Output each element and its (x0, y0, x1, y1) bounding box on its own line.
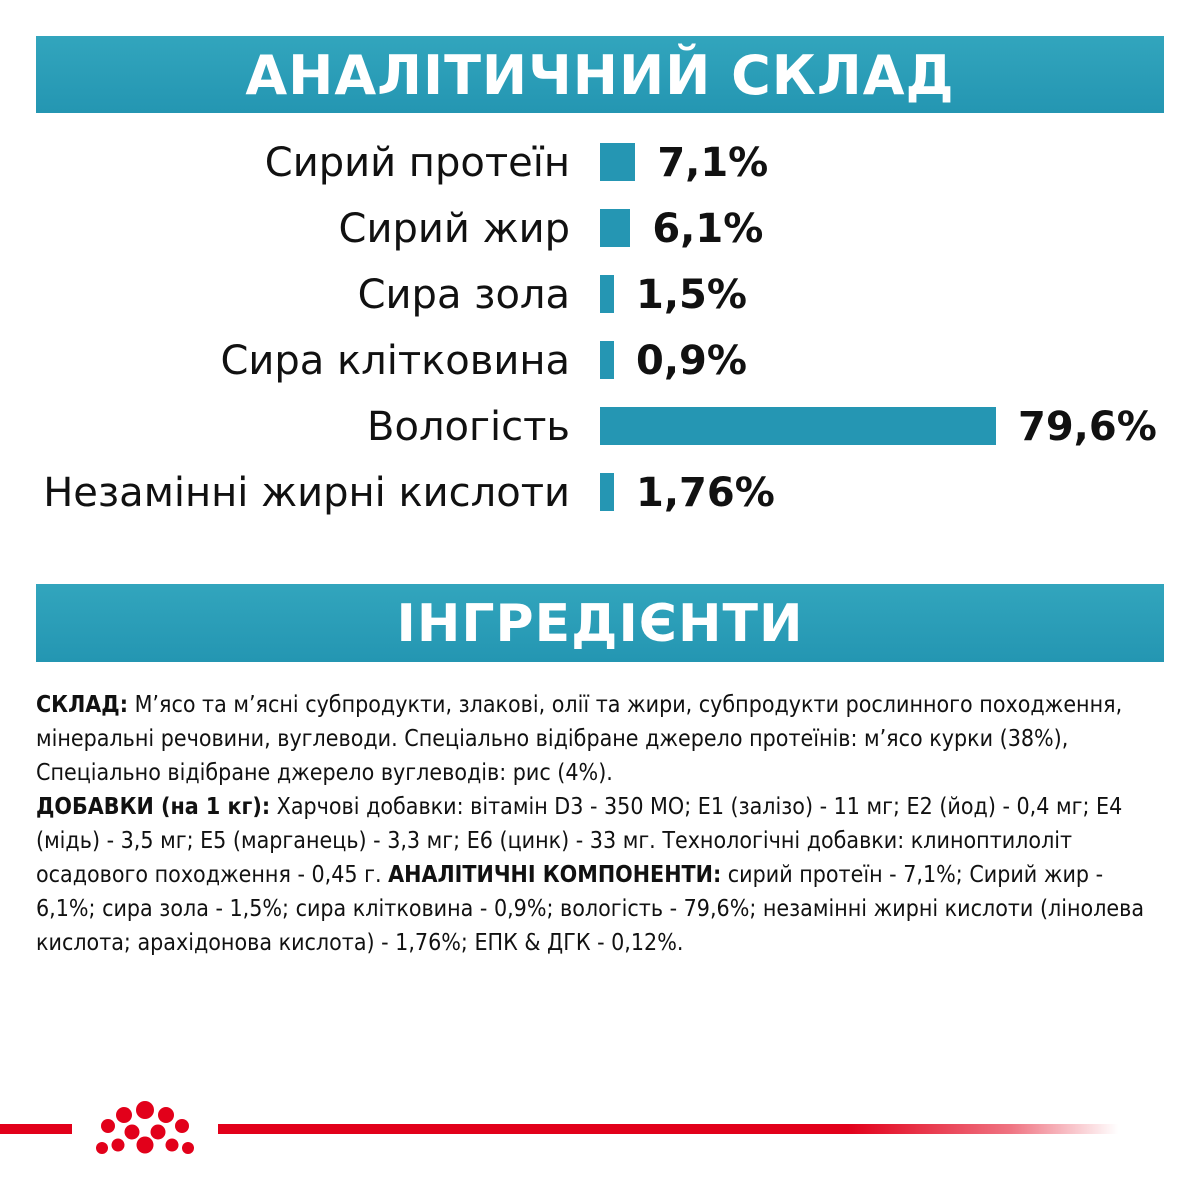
bar (600, 473, 614, 511)
bar (600, 143, 636, 181)
value-label: 7,1% (657, 140, 769, 186)
bar (600, 209, 631, 247)
chart-row: Сирий жир 6,1% (0, 196, 1200, 262)
chart-row: Сирий протеїн 7,1% (0, 130, 1200, 196)
value-label: 79,6% (1018, 404, 1157, 450)
bar (600, 275, 614, 313)
composition-text: М’ясо та м’ясні субпродукти, злакові, ол… (36, 692, 1123, 786)
analytical-composition-banner: АНАЛІТИЧНИЙ СКЛАД (36, 36, 1164, 113)
value-label: 1,5% (636, 272, 747, 318)
red-stripe-right (218, 1124, 1118, 1134)
category-label: Сирий протеїн (264, 140, 570, 186)
analytical-components-label: АНАЛІТИЧНІ КОМПОНЕНТИ: (388, 862, 722, 888)
analytical-components-text: сирий протеїн - 7,1%; Сирий жир - 6,1%; … (36, 862, 1145, 956)
value-label: 6,1% (652, 206, 764, 252)
category-label: Вологість (367, 404, 570, 450)
bar (600, 341, 614, 379)
value-label: 1,76% (636, 470, 775, 516)
ingredients-text: СКЛАД: М’ясо та м’ясні субпродукти, злак… (36, 688, 1164, 960)
chart-row: Незамінні жирні кислоти 1,76% (0, 460, 1200, 526)
royal-canin-crown-logo-icon (96, 1101, 194, 1154)
category-label: Сира зола (357, 272, 570, 318)
category-label: Незамінні жирні кислоти (43, 470, 570, 516)
category-label: Сирий жир (338, 206, 570, 252)
footer-brand-strip (0, 1090, 1200, 1180)
red-stripe-left (0, 1124, 72, 1134)
bar (600, 407, 996, 445)
category-label: Сира клітковина (220, 338, 570, 384)
analytical-bar-chart: Сирий протеїн 7,1% Сирий жир 6,1% Сира зола 1… (0, 130, 1200, 550)
chart-row: Сира клітковина 0,9% (0, 328, 1200, 394)
ingredients-banner: ІНГРЕДІЄНТИ (36, 584, 1164, 662)
value-label: 0,9% (636, 338, 747, 384)
additives-label: ДОБАВКИ (на 1 кг): (36, 794, 271, 820)
additives-text: Харчові добавки: вітамін D3 - 350 МО; Е1… (36, 794, 1123, 888)
composition-label: СКЛАД: (36, 692, 128, 718)
chart-row: Сира зола 1,5% (0, 262, 1200, 328)
chart-row: Вологість 79,6% (0, 394, 1200, 460)
